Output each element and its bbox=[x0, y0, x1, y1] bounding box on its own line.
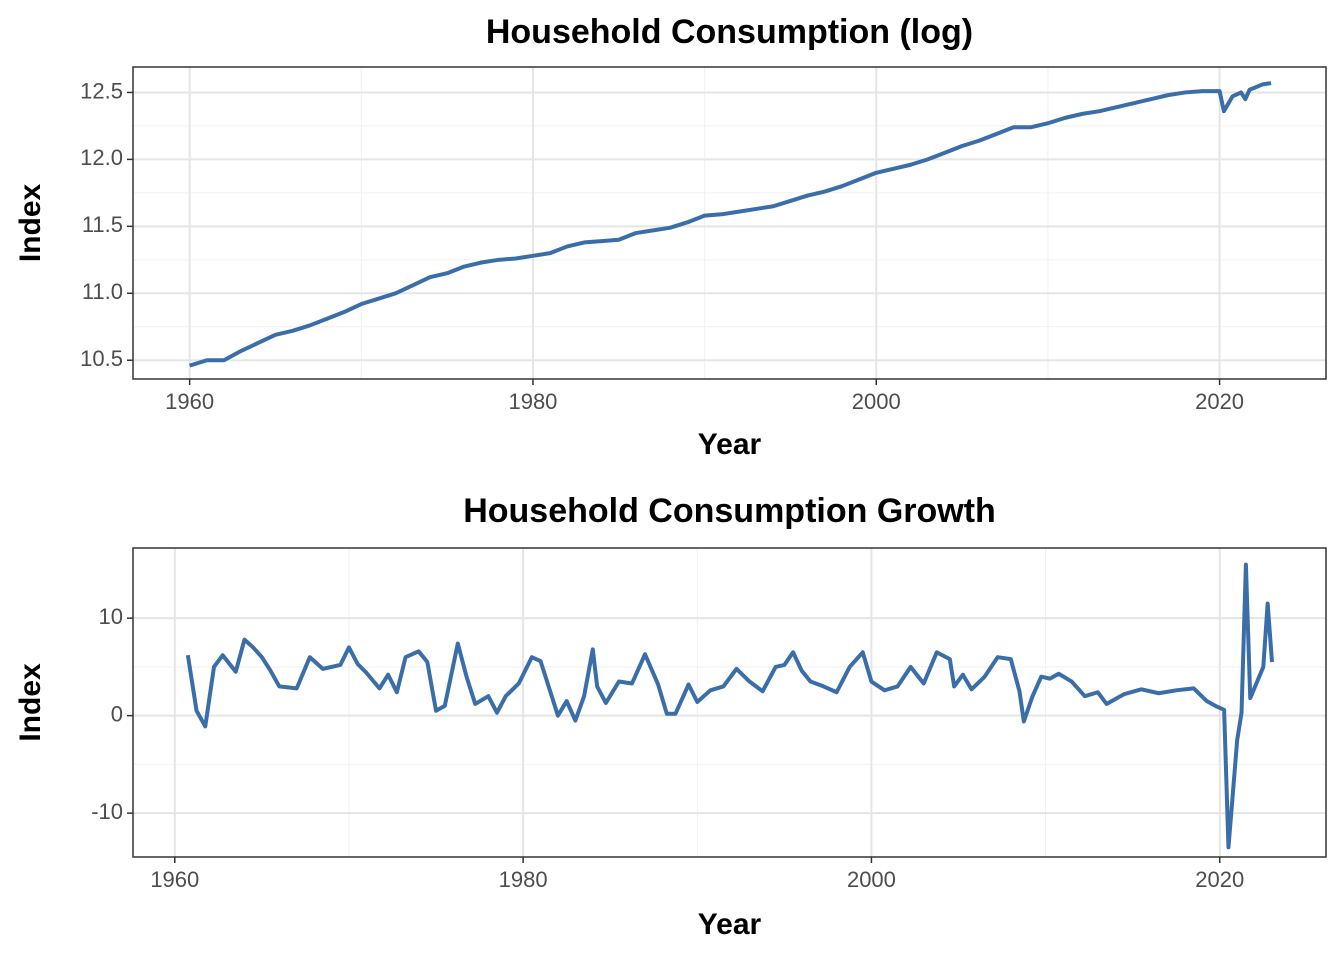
data-line bbox=[189, 81, 1272, 368]
x-tick-label: 1960 bbox=[150, 867, 199, 892]
y-tick-label: 11.0 bbox=[82, 279, 123, 304]
x-tick-label: 1960 bbox=[165, 389, 214, 414]
y-tick-label: 10 bbox=[99, 604, 123, 629]
chart-title: Household Consumption Growth bbox=[463, 492, 996, 530]
panel-border bbox=[132, 547, 1327, 858]
x-axis-label: Year bbox=[698, 428, 762, 461]
panel-border bbox=[132, 66, 1327, 380]
y-tick-label: 11.5 bbox=[82, 212, 123, 237]
x-tick-label: 2000 bbox=[847, 867, 896, 892]
data-line bbox=[185, 562, 1275, 850]
y-axis-label: Index bbox=[14, 663, 47, 742]
y-tick-label: 12.5 bbox=[80, 78, 123, 103]
y-tick-label: 12.0 bbox=[80, 145, 123, 170]
x-tick-label: 2000 bbox=[852, 389, 901, 414]
x-tick-label: 1980 bbox=[508, 389, 557, 414]
y-tick-label: 0 bbox=[111, 701, 123, 726]
y-tick-label: 10.5 bbox=[80, 346, 123, 371]
x-tick-label: 2020 bbox=[1195, 389, 1244, 414]
y-axis-label: Index bbox=[14, 184, 47, 263]
x-tick-label: 2020 bbox=[1195, 867, 1244, 892]
x-axis-label: Year bbox=[698, 908, 762, 941]
x-tick-label: 1980 bbox=[499, 867, 548, 892]
y-tick-label: -10 bbox=[91, 799, 123, 824]
chart-title: Household Consumption (log) bbox=[486, 13, 973, 51]
